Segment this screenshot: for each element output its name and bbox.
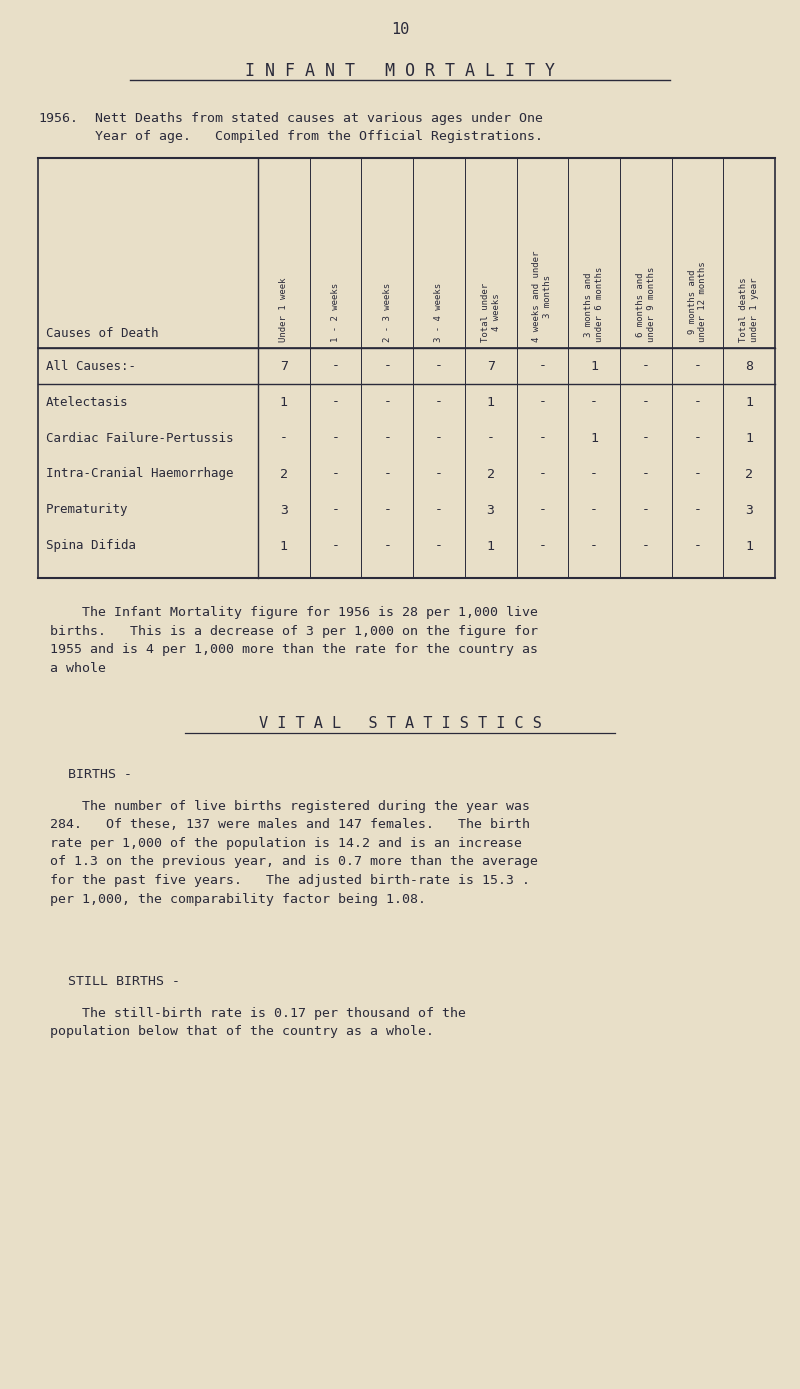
Text: -: - (280, 432, 288, 444)
Text: -: - (694, 396, 702, 408)
Text: 3: 3 (745, 503, 753, 517)
Text: Atelectasis: Atelectasis (46, 396, 129, 408)
Text: -: - (538, 432, 546, 444)
Text: 1: 1 (486, 396, 494, 408)
Text: Total under
4 weeks: Total under 4 weeks (481, 283, 501, 342)
Text: -: - (486, 432, 494, 444)
Text: -: - (694, 539, 702, 553)
Text: -: - (642, 539, 650, 553)
Text: -: - (538, 396, 546, 408)
Text: 8: 8 (745, 360, 753, 372)
Text: Intra-Cranial Haemorrhage: Intra-Cranial Haemorrhage (46, 468, 234, 481)
Text: -: - (383, 468, 391, 481)
Text: -: - (383, 503, 391, 517)
Text: -: - (590, 468, 598, 481)
Text: -: - (642, 468, 650, 481)
Text: -: - (538, 503, 546, 517)
Text: -: - (331, 468, 339, 481)
Text: -: - (538, 468, 546, 481)
Text: 3 months and
under 6 months: 3 months and under 6 months (584, 267, 604, 342)
Text: V I T A L   S T A T I S T I C S: V I T A L S T A T I S T I C S (258, 715, 542, 731)
Text: 2 - 3 weeks: 2 - 3 weeks (382, 283, 392, 342)
Text: 3 - 4 weeks: 3 - 4 weeks (434, 283, 443, 342)
Text: -: - (590, 396, 598, 408)
Text: All Causes:-: All Causes:- (46, 360, 136, 372)
Text: 2: 2 (745, 468, 753, 481)
Text: Total deaths
under 1 year: Total deaths under 1 year (739, 278, 759, 342)
Text: Causes of Death: Causes of Death (46, 326, 158, 340)
Text: Cardiac Failure-Pertussis: Cardiac Failure-Pertussis (46, 432, 234, 444)
Text: 7: 7 (486, 360, 494, 372)
Text: 1: 1 (280, 539, 288, 553)
Text: 4 weeks and under
3 months: 4 weeks and under 3 months (533, 250, 552, 342)
Text: -: - (331, 539, 339, 553)
Text: Nett Deaths from stated causes at various ages under One: Nett Deaths from stated causes at variou… (95, 113, 543, 125)
Text: 2: 2 (486, 468, 494, 481)
Text: Under 1 week: Under 1 week (279, 278, 288, 342)
Text: -: - (435, 539, 443, 553)
Text: -: - (538, 539, 546, 553)
Text: The number of live births registered during the year was
284.   Of these, 137 we: The number of live births registered dur… (50, 800, 538, 906)
Text: -: - (435, 503, 443, 517)
Text: -: - (383, 396, 391, 408)
Text: 7: 7 (280, 360, 288, 372)
Text: 1: 1 (590, 432, 598, 444)
Text: -: - (331, 360, 339, 372)
Text: -: - (694, 468, 702, 481)
Text: 1: 1 (590, 360, 598, 372)
Text: 1: 1 (745, 432, 753, 444)
Text: -: - (383, 539, 391, 553)
Text: -: - (538, 360, 546, 372)
Text: 6 months and
under 9 months: 6 months and under 9 months (636, 267, 656, 342)
Text: -: - (435, 360, 443, 372)
Text: 1: 1 (486, 539, 494, 553)
Text: 3: 3 (280, 503, 288, 517)
Text: -: - (435, 468, 443, 481)
Text: I N F A N T   M O R T A L I T Y: I N F A N T M O R T A L I T Y (245, 63, 555, 81)
Text: 1: 1 (745, 396, 753, 408)
Text: -: - (383, 360, 391, 372)
Text: -: - (331, 432, 339, 444)
Text: -: - (642, 360, 650, 372)
Text: -: - (435, 396, 443, 408)
Text: -: - (331, 503, 339, 517)
Text: 1: 1 (280, 396, 288, 408)
Text: The Infant Mortality figure for 1956 is 28 per 1,000 live
births.   This is a de: The Infant Mortality figure for 1956 is … (50, 606, 538, 675)
Text: -: - (642, 396, 650, 408)
Text: -: - (331, 396, 339, 408)
Text: 1 - 2 weeks: 1 - 2 weeks (331, 283, 340, 342)
Text: -: - (435, 432, 443, 444)
Text: 1956.: 1956. (38, 113, 78, 125)
Text: -: - (642, 503, 650, 517)
Text: STILL BIRTHS -: STILL BIRTHS - (68, 975, 180, 988)
Text: -: - (694, 503, 702, 517)
Text: 2: 2 (280, 468, 288, 481)
Text: 1: 1 (745, 539, 753, 553)
Text: BIRTHS -: BIRTHS - (68, 768, 132, 781)
Text: Year of age.   Compiled from the Official Registrations.: Year of age. Compiled from the Official … (95, 131, 543, 143)
Text: 9 months and
under 12 months: 9 months and under 12 months (687, 261, 707, 342)
Text: The still-birth rate is 0.17 per thousand of the
population below that of the co: The still-birth rate is 0.17 per thousan… (50, 1007, 466, 1039)
Text: 10: 10 (391, 22, 409, 38)
Text: Spina Difida: Spina Difida (46, 539, 136, 553)
Text: -: - (383, 432, 391, 444)
Text: -: - (694, 432, 702, 444)
Text: 3: 3 (486, 503, 494, 517)
Text: -: - (694, 360, 702, 372)
Text: -: - (642, 432, 650, 444)
Text: -: - (590, 503, 598, 517)
Text: -: - (590, 539, 598, 553)
Text: Prematurity: Prematurity (46, 503, 129, 517)
